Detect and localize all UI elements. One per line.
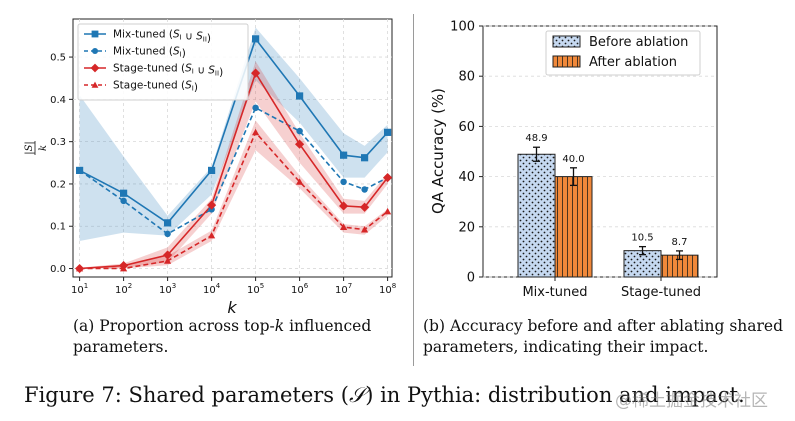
square-marker: [340, 151, 348, 159]
legend-swatch: [552, 55, 581, 68]
triangle-marker: [252, 128, 260, 136]
y-tick-label: 0.4: [50, 95, 66, 106]
diamond-marker: [90, 63, 100, 73]
diamond-marker: [207, 200, 217, 210]
legend-box: [77, 23, 249, 101]
diamond-marker: [359, 202, 370, 212]
x-tick-labels: 101 102 103 104 105 106 107 108: [71, 282, 396, 296]
y-tick-label: 0.0: [50, 264, 66, 275]
watermark: @稀土掘金技术社区: [615, 391, 768, 411]
data-label: 40.0: [562, 154, 584, 165]
circle-marker: [296, 127, 303, 135]
svg-text:k: k: [38, 145, 49, 151]
x-axis-label: k: [227, 298, 237, 317]
bars: 48.9 40.0 10.5 8.7: [517, 133, 699, 278]
square-marker: [360, 154, 369, 162]
square-marker: [120, 189, 128, 197]
circle-marker: [91, 47, 99, 55]
x-tick-label: 108: [379, 282, 396, 296]
x-tick-label: 103: [159, 282, 176, 296]
diamond-marker: [163, 250, 173, 260]
square-marker: [208, 166, 216, 175]
data-label: 48.9: [525, 133, 547, 144]
triangle-marker: [91, 81, 99, 88]
legend-swatch: [552, 35, 581, 48]
y-tick-labels: 0.0 0.1 0.2 0.3 0.4 0.5: [50, 53, 66, 275]
y-tick-label: 0.3: [50, 137, 66, 148]
y-tick-label: 40: [458, 170, 475, 185]
legend-label: Stage-tuned (SI): [113, 80, 198, 94]
y-tick-label: 20: [458, 220, 475, 235]
square-marker: [296, 92, 304, 100]
x-tick-label: 106: [291, 282, 309, 296]
triangle-marker: [120, 264, 128, 272]
triangle-marker: [384, 207, 392, 215]
circle-marker: [252, 104, 259, 112]
circle-marker: [76, 167, 83, 174]
x-tick-label: 102: [115, 282, 132, 296]
legend: Mix-tuned (SI ∪ SII)Mix-tuned (SI) Stage-…: [84, 29, 223, 94]
subfigure-a-caption: (a) Proportion across top-k influenced p…: [73, 317, 372, 356]
circle-marker: [340, 178, 347, 186]
legend-label: Stage-tuned (SI ∪ SII): [113, 63, 223, 79]
circle-marker: [120, 197, 127, 205]
legend-label: Mix-tuned (SI): [113, 46, 186, 60]
triangle-marker: [208, 231, 216, 239]
square-marker: [91, 30, 99, 38]
square-marker: [384, 128, 392, 136]
series-markers: [75, 35, 393, 274]
y-axis-label: |S| k: [24, 141, 49, 155]
y-tick-labels: 0 20 40 60 80 100: [450, 20, 475, 286]
figure-caption: Figure 7: Shared parameters (𝒮) in Pythi…: [24, 383, 745, 407]
diamond-marker: [383, 173, 393, 183]
x-tick-label: Mix-tuned: [522, 285, 587, 300]
x-tick-label: Stage-tuned: [621, 285, 701, 300]
circle-marker: [361, 186, 368, 193]
diamond-marker: [339, 201, 349, 211]
x-tick-label: 107: [335, 282, 352, 296]
svg-text:|S|: |S|: [24, 141, 35, 155]
line-chart-panel: 0.0 0.1 0.2 0.3 0.4 0.5 101 102 103 104 105 106 107…: [24, 18, 396, 317]
legend-label: Mix-tuned (SI ∪ SII): [113, 29, 211, 45]
triangle-marker: [164, 257, 172, 264]
y-tick-label: 0.2: [50, 179, 66, 190]
square-marker: [164, 219, 172, 227]
y-tick-label: 0.1: [50, 222, 66, 233]
x-tick-label: 105: [247, 282, 264, 296]
triangle-marker: [296, 178, 304, 185]
bar-chart-panel: 48.9 40.0 10.5 8.7 0 20 40 60 80 100 Mix-tuned St…: [429, 20, 718, 300]
y-tick-label: 80: [458, 70, 475, 85]
triangle-marker: [76, 264, 84, 272]
data-label: 8.7: [672, 237, 688, 248]
bar: [517, 153, 556, 278]
diamond-marker: [251, 68, 261, 78]
series-line: [79, 106, 388, 235]
triangle-marker: [360, 226, 369, 233]
y-tick-label: 60: [458, 120, 475, 135]
data-label: 10.5: [631, 233, 653, 244]
square-marker: [252, 35, 260, 43]
triangle-marker: [340, 223, 348, 230]
x-tick-label: 104: [203, 282, 221, 296]
x-tick-labels: Mix-tuned Stage-tuned: [522, 285, 701, 300]
x-tick-label: 101: [71, 282, 88, 296]
legend: Before ablation After ablation: [552, 35, 688, 70]
panel-divider: [413, 14, 414, 366]
y-tick-label: 0: [467, 271, 475, 286]
y-tick-label: 100: [450, 20, 475, 35]
confidence-band: [79, 27, 388, 241]
circle-marker: [164, 230, 171, 238]
confidence-bands: [79, 27, 388, 269]
bar: [554, 176, 593, 278]
subfigure-b-caption: (b) Accuracy before and after ablating s…: [423, 317, 784, 356]
legend-box: [545, 30, 701, 76]
confidence-band: [79, 120, 388, 269]
y-axis-label: QA Accuracy (%): [429, 88, 447, 214]
legend-label: Before ablation: [589, 35, 688, 50]
y-tick-label: 0.5: [50, 53, 66, 64]
legend-label: After ablation: [589, 55, 677, 70]
diamond-marker: [295, 139, 305, 149]
